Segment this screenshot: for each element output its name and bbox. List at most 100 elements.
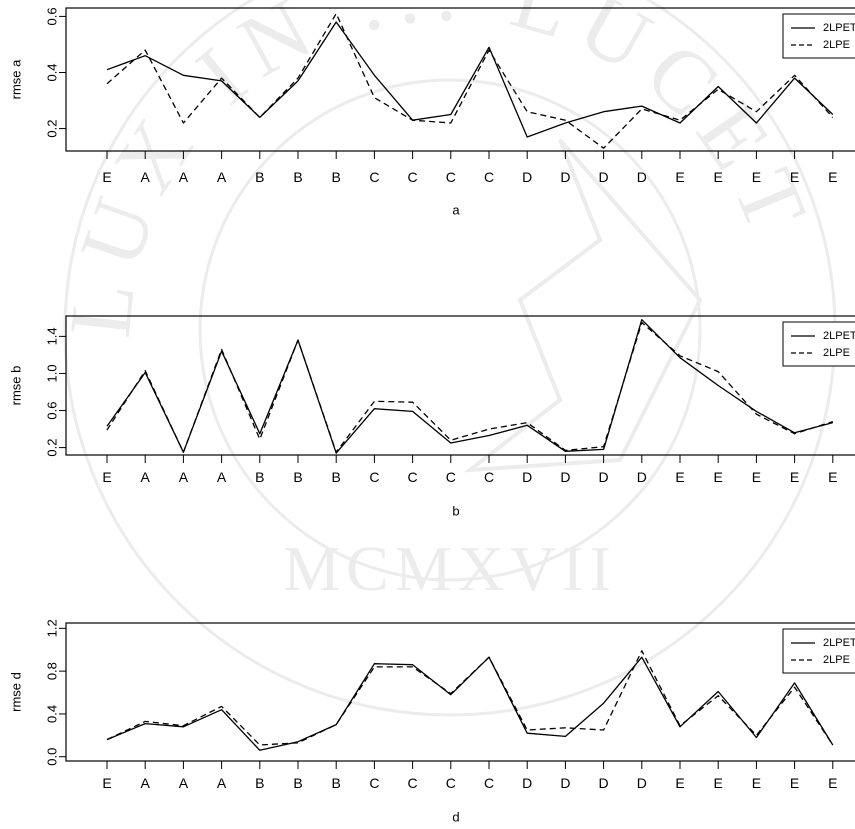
x-tick-label: E	[675, 775, 684, 791]
x-tick-label: C	[484, 169, 494, 185]
x-tick-label: E	[102, 469, 111, 485]
x-tick-label: E	[714, 469, 723, 485]
y-axis-label: rmse a	[9, 59, 24, 100]
plot-frame	[65, 315, 855, 456]
x-tick-label: D	[522, 775, 532, 791]
x-tick-label: A	[179, 169, 189, 185]
x-tick-label: E	[714, 775, 723, 791]
series-line-2lpet	[106, 656, 834, 751]
legend: 2LPET 2LPE	[782, 13, 855, 59]
y-axis: 0.0 0.4 0.8 1.2	[45, 619, 66, 766]
x-tick-label: D	[599, 169, 609, 185]
seal-emblem-shape	[463, 138, 703, 473]
x-tick-label: B	[332, 169, 341, 185]
x-tick-label: C	[446, 775, 456, 791]
seal-inner-ring	[198, 78, 702, 582]
y-tick-label: 0.4	[45, 63, 60, 81]
x-tick-label: C	[408, 469, 418, 485]
x-tick-label: C	[408, 775, 418, 791]
y-tick-label: 0.2	[45, 120, 60, 138]
y-tick-label: 0.6	[45, 401, 60, 419]
x-tick-label: C	[369, 775, 379, 791]
x-tick-label: A	[141, 169, 151, 185]
legend-label: 2LPE	[823, 347, 850, 359]
x-tick-label: A	[217, 169, 227, 185]
x-tick-label: E	[790, 775, 799, 791]
y-tick-label: 1.4	[45, 327, 60, 345]
x-tick-label: B	[293, 469, 302, 485]
x-tick-label: A	[217, 775, 227, 791]
x-tick-label: B	[255, 775, 264, 791]
y-tick-label: 1.2	[45, 619, 60, 637]
x-tick-label: D	[522, 169, 532, 185]
x-tick-label: A	[179, 469, 189, 485]
x-tick-label: E	[752, 775, 761, 791]
legend-box	[782, 628, 855, 674]
series-line-2lpe	[106, 321, 833, 453]
x-tick-label: D	[560, 469, 570, 485]
legend-label: 2LPET	[823, 22, 855, 34]
legend-label: 2LPE	[823, 654, 850, 666]
legend: 2LPET 2LPE	[782, 321, 855, 367]
x-tick-label: C	[484, 775, 494, 791]
x-tick-label: A	[179, 775, 189, 791]
x-tick-label: B	[332, 469, 341, 485]
x-tick-label: B	[255, 469, 264, 485]
x-tick-label: D	[522, 469, 532, 485]
x-tick-label: A	[141, 775, 151, 791]
x-tick-label: C	[408, 169, 418, 185]
x-axis-label: b	[452, 504, 459, 519]
x-tick-label: D	[560, 169, 570, 185]
legend-label: 2LPET	[823, 330, 855, 342]
x-axis-label: a	[452, 203, 460, 218]
x-tick-label: A	[141, 469, 151, 485]
x-tick-label: C	[369, 169, 379, 185]
x-tick-label: D	[599, 775, 609, 791]
x-tick-label: E	[752, 169, 761, 185]
x-tick-label: E	[102, 775, 111, 791]
x-tick-label: E	[828, 169, 837, 185]
x-tick-label: E	[790, 469, 799, 485]
legend-label: 2LPE	[823, 39, 850, 51]
chart-panel-a: 0.2 0.4 0.6 rmse a E A A A B B B C C C C D D D D E E E E Ea 2LPE…	[9, 7, 855, 218]
x-tick-label: A	[217, 469, 227, 485]
x-tick-label: B	[255, 169, 264, 185]
chart-panel-b: 0.2 0.6 1.0 1.4 rmse b E A A A B B B C C C C D D D D E E E E Eb 2…	[9, 315, 855, 519]
x-tick-label: D	[560, 775, 570, 791]
y-axis-label: rmse d	[9, 672, 24, 712]
x-tick-label: E	[828, 469, 837, 485]
x-tick-label: B	[293, 775, 302, 791]
chart-panel-d: 0.0 0.4 0.8 1.2 rmse d E A A A B B B C C C C D D D D E E E E Ed 2…	[9, 619, 855, 825]
x-tick-label: E	[675, 469, 684, 485]
y-axis: 0.2 0.4 0.6	[45, 7, 66, 138]
legend-box	[782, 13, 855, 59]
x-tick-label: C	[369, 469, 379, 485]
y-tick-label: 1.0	[45, 364, 60, 382]
x-tick-label: D	[599, 469, 609, 485]
x-tick-label: E	[102, 169, 111, 185]
y-tick-label: 0.8	[45, 662, 60, 680]
x-tick-label: E	[828, 775, 837, 791]
seal-year-text: MCMXVII	[283, 533, 617, 604]
y-tick-label: 0.2	[45, 439, 60, 457]
y-tick-label: 0.0	[45, 748, 60, 766]
x-tick-label: B	[293, 169, 302, 185]
x-tick-label: D	[637, 169, 647, 185]
x-tick-label: E	[714, 169, 723, 185]
y-tick-label: 0.4	[45, 705, 60, 723]
x-tick-label: D	[637, 469, 647, 485]
series-line-2lpe	[106, 650, 834, 746]
x-tick-label: E	[675, 169, 684, 185]
legend: 2LPET 2LPE	[782, 628, 855, 674]
plot-frame	[65, 7, 855, 152]
x-tick-label: E	[752, 469, 761, 485]
y-axis: 0.2 0.6 1.0 1.4	[45, 327, 66, 457]
x-tick-label: C	[484, 469, 494, 485]
plot-frame	[65, 622, 855, 762]
series-line-2lpet	[106, 21, 834, 138]
legend-label: 2LPET	[823, 637, 855, 649]
